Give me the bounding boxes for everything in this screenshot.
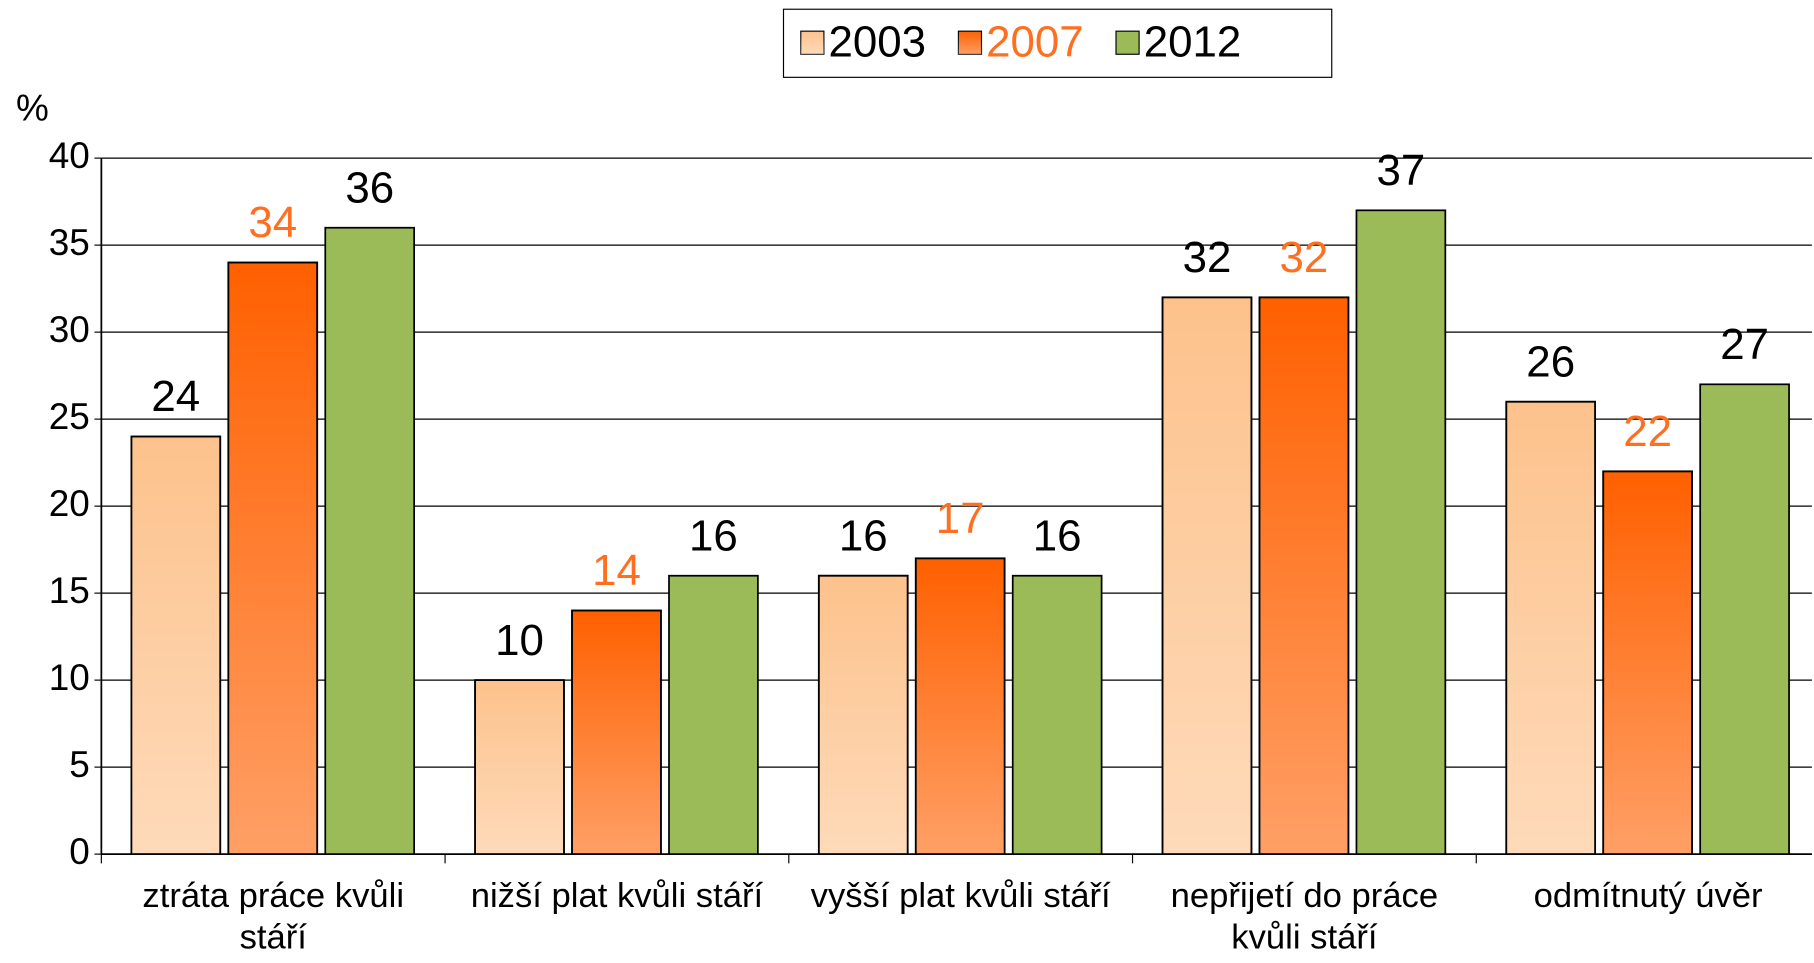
- data-label: 27: [1720, 320, 1769, 369]
- bar-shine: [1258, 296, 1350, 855]
- bar: [1355, 209, 1447, 855]
- x-tick-label: ztráta práce kvůli stáří: [142, 877, 404, 957]
- y-tick-label: 20: [49, 483, 90, 524]
- y-tick-label: 5: [69, 744, 90, 785]
- data-label: 16: [1033, 511, 1082, 560]
- bar-shine: [474, 679, 565, 855]
- bar: [1011, 574, 1103, 855]
- y-tick-label: 30: [49, 309, 90, 350]
- y-axis-label: %: [16, 88, 49, 129]
- y-tick-label: 0: [69, 831, 90, 872]
- bar: [1699, 383, 1790, 855]
- legend-swatch-shine: [800, 31, 824, 55]
- y-tick-label: 10: [49, 657, 90, 698]
- data-label: 26: [1526, 337, 1575, 386]
- x-tick-label: nižší plat kvůli stáří: [471, 877, 764, 915]
- data-label: 32: [1280, 233, 1329, 282]
- data-label: 36: [345, 163, 394, 212]
- y-tick-label: 25: [49, 396, 90, 437]
- data-label: 32: [1183, 233, 1232, 282]
- data-label: 16: [689, 511, 738, 560]
- x-tick-label: odmítnutý úvěr: [1534, 877, 1763, 915]
- legend-swatch-shine: [958, 31, 982, 55]
- data-label: 14: [592, 546, 641, 595]
- data-label: 17: [936, 494, 985, 543]
- bar-shine: [1161, 296, 1253, 855]
- data-label: 22: [1623, 407, 1672, 456]
- bar-shine: [1602, 470, 1693, 855]
- legend-label: 2007: [986, 18, 1084, 67]
- bar-shine: [227, 261, 319, 855]
- bar-shine: [1505, 400, 1597, 855]
- legend-swatch: [1115, 30, 1140, 55]
- bar-shine: [130, 435, 222, 855]
- y-tick-label: 15: [49, 570, 90, 611]
- bar-shine: [914, 557, 1006, 855]
- y-tick-label: 40: [49, 135, 90, 176]
- legend-label: 2003: [829, 18, 927, 67]
- x-tick-label: nepřijetí do práce kvůli stáří: [1171, 877, 1438, 957]
- data-label: 16: [839, 511, 888, 560]
- data-label: 24: [151, 372, 200, 421]
- data-label: 37: [1376, 146, 1425, 195]
- bar: [668, 574, 759, 855]
- legend-label: 2012: [1144, 18, 1242, 67]
- bar: [324, 226, 416, 855]
- y-tick-label: 35: [49, 222, 90, 263]
- bar-shine: [571, 609, 662, 855]
- data-label: 10: [495, 616, 544, 665]
- x-tick-label: vyšší plat kvůli stáří: [811, 877, 1111, 915]
- data-label: 34: [248, 198, 297, 247]
- bar-shine: [817, 574, 909, 855]
- legend-box: [782, 8, 1333, 78]
